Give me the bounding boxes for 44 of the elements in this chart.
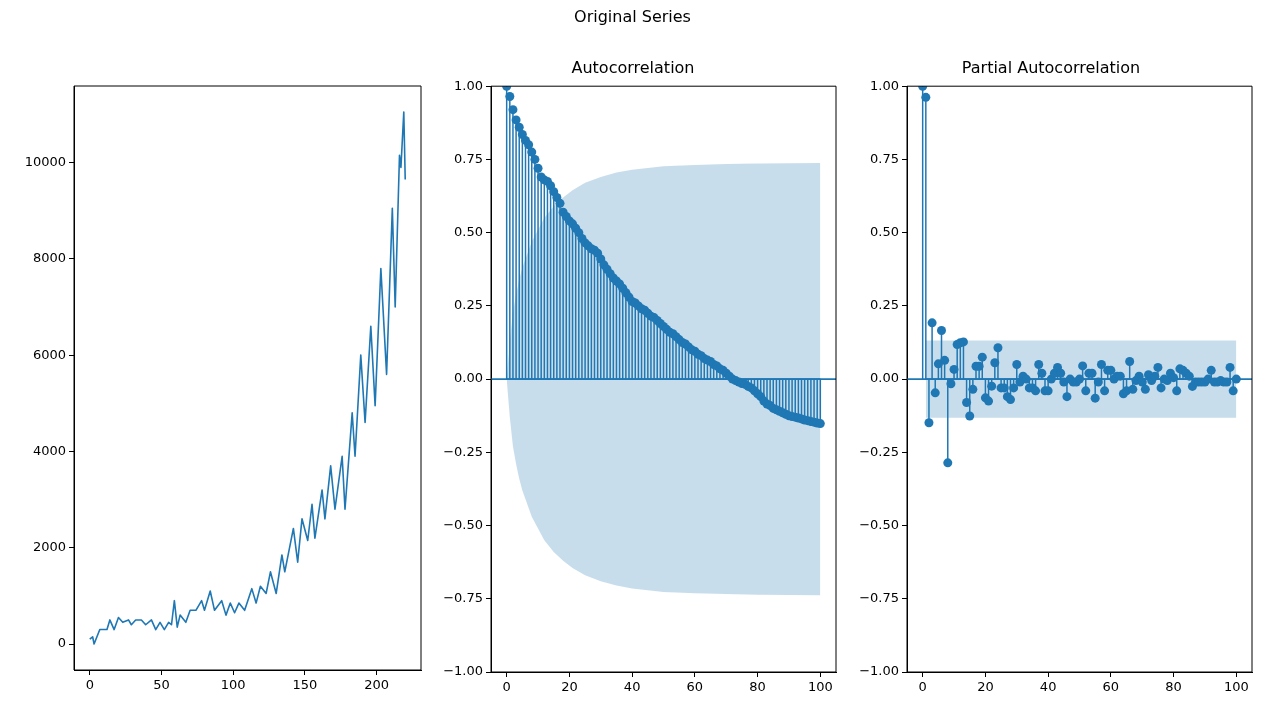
y-tick-label: −0.75 [859, 590, 899, 606]
y-tick-label: −0.75 [443, 590, 483, 606]
y-tick-label: 0.75 [870, 150, 899, 166]
y-tick-label: 0.75 [454, 150, 483, 166]
x-tick-label: 80 [749, 679, 766, 695]
y-tick-label: 8000 [32, 250, 66, 266]
y-tick-label: 1.00 [870, 77, 899, 93]
y-tick-label: 1.00 [454, 77, 483, 93]
y-tick-label: −1.00 [443, 663, 483, 679]
y-tick-label: 10000 [24, 153, 66, 169]
y-tick-label: −0.50 [859, 516, 899, 532]
x-tick-label: 0 [918, 679, 927, 695]
x-tick-label: 50 [153, 677, 170, 693]
x-tick-label: 60 [1102, 679, 1120, 695]
chart-title: Partial Autocorrelation [961, 57, 1141, 77]
x-tick-label: 80 [1165, 679, 1182, 695]
y-tick-label: 4000 [32, 442, 66, 458]
x-tick-label: 40 [623, 679, 641, 695]
y-tick-label: 0.50 [454, 224, 483, 240]
y-tick-label: −1.00 [859, 663, 899, 679]
x-tick-label: 40 [1039, 679, 1057, 695]
x-tick-label: 60 [686, 679, 704, 695]
x-tick-label: 100 [220, 677, 246, 693]
chart-title: Autocorrelation [571, 57, 695, 77]
y-tick-label: −0.25 [443, 443, 483, 459]
x-tick-label: 150 [292, 677, 318, 693]
y-tick-label: 6000 [32, 346, 66, 362]
x-tick-label: 0 [502, 679, 511, 695]
x-tick-label: 100 [1223, 679, 1249, 695]
x-tick-label: 20 [977, 679, 994, 695]
y-tick-label: 0 [57, 635, 66, 651]
x-tick-label: 0 [85, 677, 94, 693]
text: Original Series [573, 7, 692, 26]
y-tick-label: 0.25 [454, 297, 483, 313]
y-tick-label: 0.25 [870, 297, 899, 313]
x-tick-label: 100 [807, 679, 833, 695]
y-tick-label: −0.25 [859, 443, 899, 459]
y-tick-label: 0.00 [454, 370, 483, 386]
x-tick-label: 20 [561, 679, 578, 695]
y-tick-label: −0.50 [443, 516, 483, 532]
x-tick-label: 200 [364, 677, 389, 693]
y-tick-label: 0.00 [870, 370, 899, 386]
y-tick-label: 0.50 [870, 224, 899, 240]
y-tick-label: 2000 [32, 539, 66, 555]
